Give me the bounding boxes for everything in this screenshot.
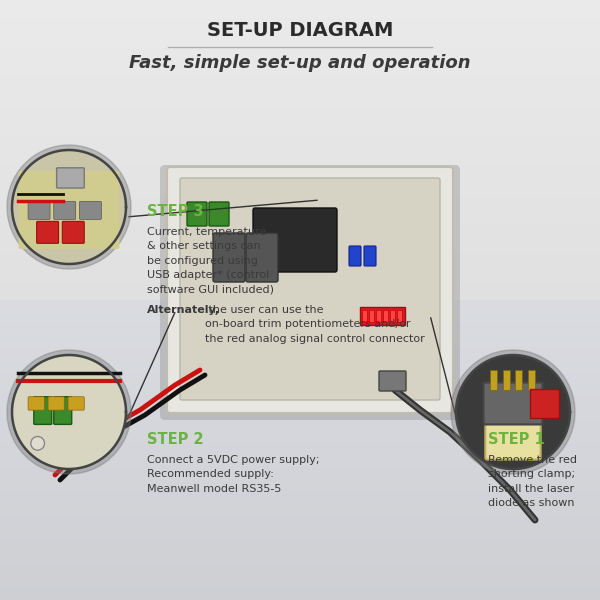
FancyBboxPatch shape bbox=[19, 171, 119, 249]
FancyBboxPatch shape bbox=[54, 202, 76, 220]
FancyBboxPatch shape bbox=[62, 221, 84, 244]
FancyBboxPatch shape bbox=[28, 202, 50, 220]
FancyBboxPatch shape bbox=[54, 397, 72, 424]
FancyBboxPatch shape bbox=[362, 310, 367, 322]
Text: STEP 2: STEP 2 bbox=[147, 432, 203, 447]
Text: Connect a 5VDC power supply;
Recommended supply:
Meanwell model RS35-5: Connect a 5VDC power supply; Recommended… bbox=[147, 455, 320, 494]
Circle shape bbox=[12, 355, 126, 469]
Text: STEP 1: STEP 1 bbox=[488, 432, 545, 447]
Text: Fast, simple set-up and operation: Fast, simple set-up and operation bbox=[129, 54, 471, 72]
Text: Remove the red
shorting clamp;
install the laser
diode as shown: Remove the red shorting clamp; install t… bbox=[488, 455, 577, 508]
FancyBboxPatch shape bbox=[530, 389, 559, 418]
FancyBboxPatch shape bbox=[503, 370, 509, 391]
FancyBboxPatch shape bbox=[180, 178, 440, 400]
FancyBboxPatch shape bbox=[485, 424, 541, 460]
FancyBboxPatch shape bbox=[187, 202, 207, 226]
FancyBboxPatch shape bbox=[19, 376, 119, 431]
Text: STEP 3: STEP 3 bbox=[147, 204, 203, 219]
Circle shape bbox=[12, 150, 126, 264]
FancyBboxPatch shape bbox=[397, 310, 402, 322]
FancyBboxPatch shape bbox=[515, 370, 522, 391]
FancyBboxPatch shape bbox=[213, 233, 245, 282]
FancyBboxPatch shape bbox=[34, 397, 52, 424]
FancyBboxPatch shape bbox=[383, 310, 388, 322]
Text: Current, temperature
& other settings can
be configured using
USB adapter* (cont: Current, temperature & other settings ca… bbox=[147, 227, 274, 295]
FancyBboxPatch shape bbox=[28, 397, 44, 410]
FancyBboxPatch shape bbox=[490, 370, 497, 391]
Circle shape bbox=[456, 355, 570, 469]
FancyBboxPatch shape bbox=[68, 397, 84, 410]
FancyBboxPatch shape bbox=[376, 310, 381, 322]
FancyBboxPatch shape bbox=[369, 310, 374, 322]
FancyBboxPatch shape bbox=[390, 310, 395, 322]
FancyBboxPatch shape bbox=[246, 233, 278, 282]
FancyBboxPatch shape bbox=[253, 208, 337, 272]
FancyBboxPatch shape bbox=[167, 167, 453, 413]
FancyBboxPatch shape bbox=[528, 370, 535, 391]
FancyBboxPatch shape bbox=[56, 168, 84, 188]
FancyBboxPatch shape bbox=[160, 165, 460, 420]
FancyBboxPatch shape bbox=[79, 202, 101, 220]
FancyBboxPatch shape bbox=[379, 371, 406, 391]
FancyBboxPatch shape bbox=[349, 246, 361, 266]
Polygon shape bbox=[7, 350, 131, 474]
Text: Alternately,: Alternately, bbox=[147, 305, 220, 315]
Text: SET-UP DIAGRAM: SET-UP DIAGRAM bbox=[207, 20, 393, 40]
Polygon shape bbox=[7, 145, 131, 269]
FancyBboxPatch shape bbox=[360, 307, 405, 325]
Text: the user can use the
on-board trim potentiometers and/or
the red analog signal c: the user can use the on-board trim poten… bbox=[205, 305, 425, 344]
FancyBboxPatch shape bbox=[209, 202, 229, 226]
FancyBboxPatch shape bbox=[48, 397, 64, 410]
Circle shape bbox=[456, 355, 570, 469]
FancyBboxPatch shape bbox=[364, 246, 376, 266]
FancyBboxPatch shape bbox=[37, 221, 59, 244]
Circle shape bbox=[31, 437, 44, 450]
FancyBboxPatch shape bbox=[484, 383, 542, 424]
Polygon shape bbox=[451, 350, 575, 474]
